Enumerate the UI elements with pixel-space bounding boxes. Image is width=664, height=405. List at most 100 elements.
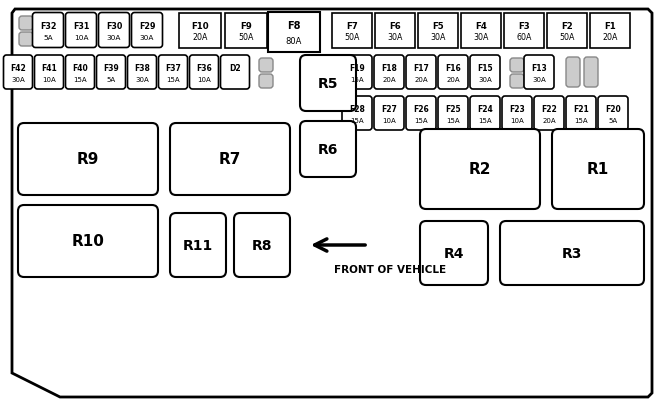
FancyBboxPatch shape [500, 222, 644, 285]
Text: F23: F23 [509, 105, 525, 114]
FancyBboxPatch shape [159, 56, 187, 90]
FancyBboxPatch shape [66, 13, 96, 48]
FancyBboxPatch shape [342, 97, 372, 131]
FancyBboxPatch shape [300, 122, 356, 177]
Text: D2: D2 [229, 64, 241, 73]
Text: F8: F8 [288, 21, 301, 31]
Text: F5: F5 [432, 22, 444, 31]
Text: 15A: 15A [478, 117, 492, 124]
FancyBboxPatch shape [33, 13, 64, 48]
Text: F9: F9 [240, 22, 252, 31]
Polygon shape [12, 10, 652, 397]
Text: F18: F18 [381, 64, 397, 73]
FancyBboxPatch shape [96, 56, 125, 90]
Text: F3: F3 [518, 22, 530, 31]
Text: F26: F26 [413, 105, 429, 114]
FancyBboxPatch shape [127, 56, 157, 90]
Bar [461, 13, 501, 48]
FancyBboxPatch shape [19, 33, 33, 47]
Text: 50A: 50A [559, 33, 574, 42]
FancyBboxPatch shape [300, 56, 356, 112]
Text: FRONT OF VEHICLE: FRONT OF VEHICLE [334, 264, 446, 274]
FancyBboxPatch shape [470, 56, 500, 90]
Text: 10A: 10A [197, 77, 211, 83]
Bar [418, 13, 458, 48]
Text: F42: F42 [10, 64, 26, 73]
FancyBboxPatch shape [406, 97, 436, 131]
Text: R8: R8 [252, 239, 272, 252]
FancyBboxPatch shape [259, 75, 273, 89]
Bar [504, 13, 544, 48]
FancyBboxPatch shape [510, 75, 524, 89]
Text: F40: F40 [72, 64, 88, 73]
FancyBboxPatch shape [342, 56, 372, 90]
FancyBboxPatch shape [598, 97, 628, 131]
Text: F38: F38 [134, 64, 150, 73]
Text: 15A: 15A [574, 117, 588, 124]
Text: R9: R9 [77, 152, 99, 167]
Text: F25: F25 [445, 105, 461, 114]
Text: R1: R1 [587, 162, 609, 177]
FancyBboxPatch shape [98, 13, 129, 48]
Text: R11: R11 [183, 239, 213, 252]
Text: 50A: 50A [238, 33, 254, 42]
FancyBboxPatch shape [234, 213, 290, 277]
FancyBboxPatch shape [420, 222, 488, 285]
Text: F16: F16 [445, 64, 461, 73]
Text: 50A: 50A [345, 33, 360, 42]
Text: F37: F37 [165, 64, 181, 73]
FancyBboxPatch shape [470, 97, 500, 131]
Text: F20: F20 [605, 105, 621, 114]
Text: 15A: 15A [446, 117, 459, 124]
Text: F15: F15 [477, 64, 493, 73]
Text: F7: F7 [346, 22, 358, 31]
FancyBboxPatch shape [438, 97, 468, 131]
Text: 20A: 20A [446, 77, 459, 83]
Bar [332, 13, 372, 48]
Bar [225, 13, 267, 48]
Text: 20A: 20A [602, 33, 618, 42]
Text: 20A: 20A [382, 77, 396, 83]
Text: 30A: 30A [107, 35, 122, 41]
FancyBboxPatch shape [524, 56, 554, 90]
Bar [179, 13, 221, 48]
Text: 15A: 15A [350, 77, 364, 83]
FancyBboxPatch shape [259, 59, 273, 73]
Text: 30A: 30A [140, 35, 154, 41]
FancyBboxPatch shape [18, 205, 158, 277]
Text: 10A: 10A [74, 35, 88, 41]
FancyBboxPatch shape [552, 130, 644, 209]
Text: 60A: 60A [517, 33, 532, 42]
FancyBboxPatch shape [566, 97, 596, 131]
FancyBboxPatch shape [19, 17, 33, 31]
FancyBboxPatch shape [35, 56, 64, 90]
Text: F4: F4 [475, 22, 487, 31]
Text: 15A: 15A [350, 117, 364, 124]
Text: F24: F24 [477, 105, 493, 114]
Text: F31: F31 [73, 22, 89, 31]
Bar [547, 13, 587, 48]
Text: F17: F17 [413, 64, 429, 73]
FancyBboxPatch shape [131, 13, 163, 48]
Text: 10A: 10A [382, 117, 396, 124]
FancyBboxPatch shape [534, 97, 564, 131]
Text: 20A: 20A [414, 77, 428, 83]
Text: F22: F22 [541, 105, 557, 114]
Text: 15A: 15A [166, 77, 180, 83]
Text: R6: R6 [318, 143, 338, 157]
Text: R5: R5 [318, 77, 338, 91]
FancyBboxPatch shape [3, 56, 33, 90]
FancyBboxPatch shape [374, 56, 404, 90]
Text: F13: F13 [531, 64, 547, 73]
Text: F36: F36 [196, 64, 212, 73]
Text: F2: F2 [561, 22, 573, 31]
FancyBboxPatch shape [566, 58, 580, 88]
FancyBboxPatch shape [170, 124, 290, 196]
FancyBboxPatch shape [374, 97, 404, 131]
Text: F28: F28 [349, 105, 365, 114]
Text: 80A: 80A [286, 36, 302, 45]
Text: 5A: 5A [608, 117, 618, 124]
Bar [590, 13, 630, 48]
Text: 30A: 30A [473, 33, 489, 42]
Text: 10A: 10A [42, 77, 56, 83]
